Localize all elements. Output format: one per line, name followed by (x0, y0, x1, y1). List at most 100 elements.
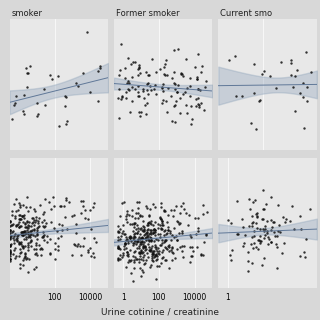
Point (23, 225, 28, 230)
Point (131, 234, 136, 239)
Point (161, 71, 166, 76)
Point (13, 101, 18, 106)
Point (262, 227, 267, 232)
Point (63, 94, 68, 99)
Point (298, 213, 303, 218)
Point (147, 245, 152, 250)
Point (153, 227, 158, 232)
Point (137, 93, 142, 98)
Point (33, 246, 38, 251)
Point (20, 203, 26, 208)
Point (305, 98, 310, 103)
Point (150, 222, 156, 228)
Point (180, 231, 185, 236)
Point (204, 209, 209, 214)
Point (148, 230, 153, 235)
Point (148, 227, 153, 232)
Point (56, 244, 61, 249)
Point (168, 248, 173, 253)
Point (172, 256, 178, 261)
Point (291, 227, 296, 232)
Point (124, 249, 130, 254)
Point (172, 70, 177, 75)
Point (35, 253, 40, 258)
Point (81, 198, 86, 204)
Point (115, 230, 120, 235)
Point (144, 69, 149, 75)
Point (162, 257, 167, 262)
Point (154, 248, 159, 253)
Point (163, 237, 168, 242)
Point (251, 219, 256, 224)
Point (122, 232, 127, 237)
Point (141, 88, 146, 93)
Point (154, 257, 159, 262)
Point (24, 70, 29, 76)
Point (51, 226, 56, 231)
Point (144, 250, 149, 255)
Point (256, 237, 261, 242)
Point (121, 228, 126, 233)
Point (146, 73, 151, 78)
Point (130, 207, 135, 212)
Point (22, 93, 27, 98)
Point (150, 254, 155, 259)
Point (14, 222, 19, 228)
Point (147, 248, 152, 253)
Point (123, 213, 128, 219)
Point (138, 71, 143, 76)
Point (289, 204, 294, 209)
Point (177, 245, 182, 250)
Point (15, 232, 20, 237)
Point (12, 245, 18, 251)
Point (175, 47, 180, 52)
Point (17, 216, 22, 221)
Point (25, 241, 30, 246)
Point (246, 259, 251, 264)
Point (129, 258, 134, 263)
Point (91, 205, 96, 210)
Point (154, 246, 159, 251)
Point (20, 233, 25, 238)
Point (140, 236, 145, 241)
Point (145, 254, 150, 260)
Point (143, 235, 148, 240)
Point (301, 81, 306, 86)
Point (120, 95, 125, 100)
Point (160, 247, 165, 252)
Point (142, 236, 147, 241)
Point (125, 252, 130, 257)
Point (29, 221, 35, 226)
Point (147, 249, 152, 254)
Point (7, 219, 12, 224)
Point (300, 94, 305, 99)
Point (22, 253, 27, 258)
Point (40, 234, 45, 239)
Point (51, 203, 56, 208)
Point (257, 238, 262, 243)
Point (49, 220, 54, 225)
Point (133, 226, 138, 231)
Point (39, 220, 44, 225)
Point (173, 204, 179, 209)
Point (26, 247, 31, 252)
Point (130, 236, 135, 241)
Point (124, 216, 129, 221)
Point (165, 243, 171, 248)
Point (136, 206, 141, 211)
Point (179, 71, 184, 76)
Point (187, 260, 192, 265)
Point (127, 234, 132, 239)
Point (135, 222, 140, 228)
Point (124, 234, 129, 239)
Point (168, 93, 173, 98)
Point (115, 244, 120, 250)
Point (157, 248, 162, 253)
Point (124, 264, 129, 269)
Point (138, 257, 143, 262)
Point (73, 81, 78, 86)
Point (7, 236, 12, 241)
Point (22, 232, 27, 237)
Point (115, 238, 120, 243)
Point (268, 239, 273, 244)
